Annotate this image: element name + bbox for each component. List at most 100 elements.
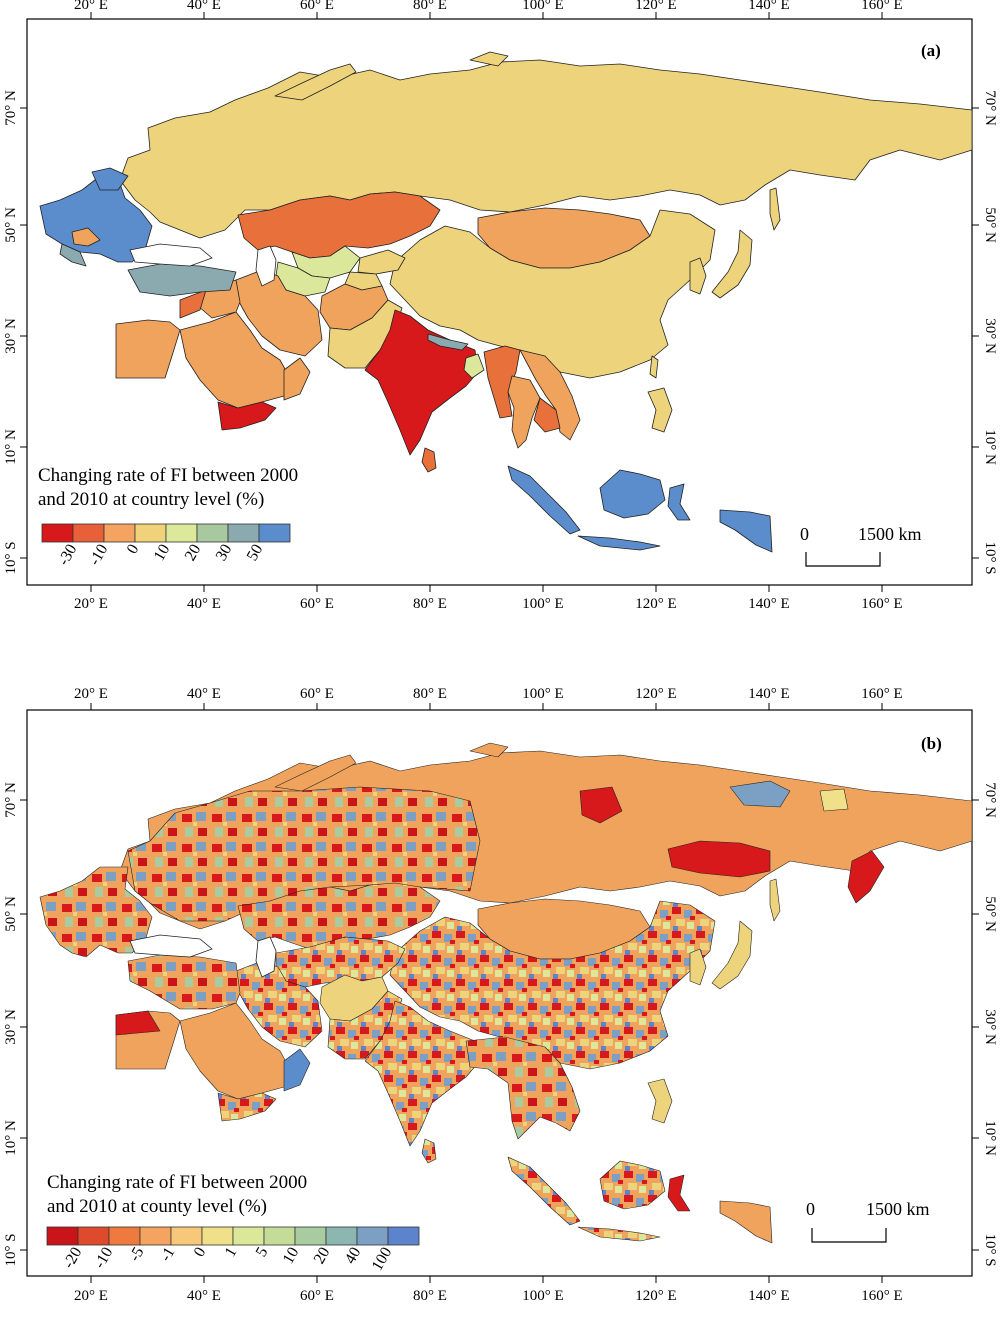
region-yakutia-red: [579, 786, 623, 824]
lat-label: 30° N: [982, 1009, 998, 1045]
region-japan: [711, 229, 753, 299]
legend-swatch: [263, 1226, 296, 1246]
lon-label: 20° E: [74, 0, 108, 13]
legend-swatch: [258, 523, 291, 543]
legend-swatch: [201, 1226, 234, 1246]
lon-label: 160° E: [861, 686, 902, 702]
region-japan: [711, 920, 753, 990]
region-iran: [235, 269, 323, 357]
region-korea: [689, 948, 707, 986]
legend-tick-label: 20: [182, 542, 205, 564]
panel-b: 20° E 40° E 60° E 80° E 100° E 120° E 14…: [3, 686, 998, 1304]
lat-label: 10° N: [3, 429, 19, 465]
region-oman: [283, 357, 311, 401]
lon-label: 120° E: [635, 1288, 676, 1304]
lon-labels-top: 20° E 40° E 60° E 80° E 100° E 120° E 14…: [74, 686, 903, 702]
legend-title: Changing rate of FI between 2000: [38, 465, 298, 486]
lon-label: 140° E: [748, 1288, 789, 1304]
lat-label: 30° N: [982, 318, 998, 354]
region-srilanka: [421, 1138, 437, 1164]
legend-tick-label: 10: [151, 542, 174, 564]
region-yemen: [217, 1092, 277, 1122]
legend-tick-label: 40: [342, 1245, 365, 1267]
lon-label: 20° E: [74, 686, 108, 702]
lat-labels-right: 70° N 50° N 30° N 10° N 10° S: [982, 782, 998, 1266]
legend-swatch: [165, 523, 198, 543]
legend-swatch: [387, 1226, 420, 1246]
scale-line: [805, 552, 881, 567]
legend-title: and 2010 at county level (%): [47, 1196, 267, 1217]
legend-swatch: [77, 1226, 110, 1246]
legend-ticks: -20 -10 -5 -1 0 1 5 10 20 40 100: [60, 1245, 395, 1274]
legend-swatch: [108, 1226, 141, 1246]
legend: Changing rate of FI between 2000 and 201…: [38, 465, 298, 568]
legend-swatch: [41, 523, 74, 543]
region-europe-north: [91, 167, 129, 191]
lon-label: 60° E: [300, 1288, 334, 1304]
lon-label: 100° E: [522, 686, 563, 702]
lat-labels-left: 70° N 50° N 30° N 10° N 10° S: [3, 90, 19, 574]
lat-label: 10° N: [982, 429, 998, 465]
lon-label: 100° E: [522, 596, 563, 612]
legend-swatch: [232, 1226, 265, 1246]
region-arctic-severnaya: [469, 51, 509, 67]
caspian-sea: [255, 936, 277, 978]
scale-line: [811, 1228, 887, 1243]
country-regions: [39, 51, 973, 553]
black-sea: [129, 934, 213, 958]
lat-label: 30° N: [3, 318, 19, 354]
lon-label: 160° E: [861, 1288, 902, 1304]
lon-label: 80° E: [413, 0, 447, 13]
lon-label: 60° E: [300, 596, 334, 612]
lat-label: 10° S: [982, 541, 998, 574]
region-europe-south: [71, 227, 101, 247]
region-egypt: [115, 319, 181, 379]
region-thailand: [507, 375, 541, 449]
region-china: [389, 209, 716, 379]
legend-swatches: [46, 1226, 420, 1246]
legend-swatch: [356, 1226, 389, 1246]
scale-zero: 0: [800, 524, 809, 544]
legend: Changing rate of FI between 2000 and 201…: [46, 1172, 420, 1274]
legend-tick-label: 20: [311, 1245, 334, 1267]
region-east-siberia-red: [667, 840, 771, 878]
lon-label: 60° E: [300, 686, 334, 702]
scale-bar: 0 1500 km: [806, 1199, 930, 1243]
lat-label: 50° N: [3, 207, 19, 243]
legend-swatches: [41, 523, 291, 543]
region-arctic-novaya: [274, 63, 357, 101]
legend-swatch: [46, 1226, 79, 1246]
region-sakhalin: [769, 187, 781, 231]
region-srilanka: [421, 447, 437, 473]
county-regions: [39, 742, 973, 1244]
region-arctic-severnaya: [469, 742, 509, 758]
legend-swatch: [103, 523, 136, 543]
region-chukotka-yellow: [819, 788, 849, 812]
legend-swatch: [134, 523, 167, 543]
lat-label: 50° N: [3, 896, 19, 932]
lat-label: 30° N: [3, 1009, 19, 1045]
lat-label: 10° N: [982, 1120, 998, 1156]
legend-swatch: [196, 523, 229, 543]
region-borneo: [599, 469, 666, 519]
lon-ticks: [20, 703, 979, 1283]
panel-label: (a): [921, 41, 941, 60]
lat-label: 70° N: [982, 90, 998, 126]
region-laos-vietnam: [519, 349, 581, 441]
region-borneo: [599, 1160, 666, 1210]
lon-label: 40° E: [187, 686, 221, 702]
lon-label: 100° E: [522, 1288, 563, 1304]
region-philippines: [647, 387, 673, 433]
region-sumatra: [507, 1156, 581, 1226]
lon-label: 140° E: [748, 596, 789, 612]
region-egypt-north: [115, 1010, 161, 1036]
scale-label: 1500 km: [858, 524, 922, 544]
region-china: [389, 900, 716, 1070]
region-iran: [235, 960, 323, 1048]
region-nepal: [427, 333, 469, 351]
region-newguinea: [719, 509, 773, 553]
lat-label: 70° N: [3, 90, 19, 126]
region-india: [364, 1000, 479, 1147]
lat-label: 70° N: [982, 782, 998, 818]
region-philippines: [647, 1078, 673, 1124]
